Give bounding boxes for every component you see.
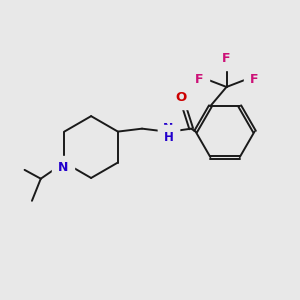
Text: O: O [176,91,187,104]
Text: H: H [164,131,173,144]
Text: F: F [250,73,258,86]
Text: F: F [195,73,203,86]
Text: N: N [163,122,174,135]
Text: F: F [222,52,231,64]
Text: N: N [58,161,68,174]
